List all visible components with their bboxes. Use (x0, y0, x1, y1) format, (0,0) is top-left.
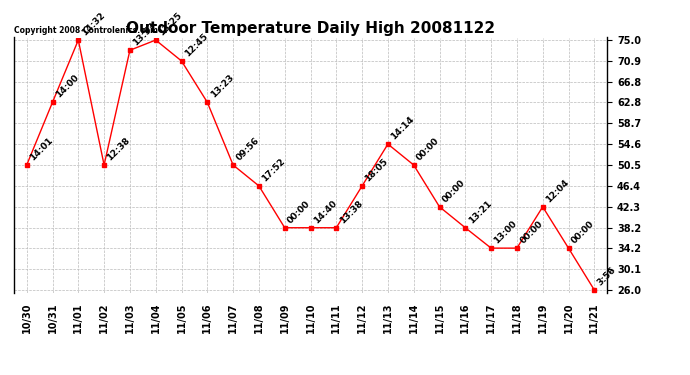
Text: 00:00: 00:00 (441, 178, 467, 204)
Text: 13:23: 13:23 (208, 73, 235, 99)
Text: 13:25: 13:25 (157, 10, 184, 37)
Text: 09:56: 09:56 (235, 136, 261, 162)
Title: Outdoor Temperature Daily High 20081122: Outdoor Temperature Daily High 20081122 (126, 21, 495, 36)
Text: 00:00: 00:00 (570, 219, 596, 245)
Text: 13:38: 13:38 (337, 198, 364, 225)
Text: 12:38: 12:38 (106, 136, 132, 162)
Text: 12:45: 12:45 (183, 32, 210, 58)
Text: 13:53: 13:53 (131, 21, 158, 48)
Text: 14:01: 14:01 (28, 136, 55, 162)
Text: 13:21: 13:21 (466, 198, 493, 225)
Text: 12:04: 12:04 (544, 177, 571, 204)
Text: 14:00: 14:00 (54, 73, 81, 99)
Text: 13:00: 13:00 (493, 219, 519, 245)
Text: 00:00: 00:00 (286, 199, 313, 225)
Text: 14:14: 14:14 (389, 114, 416, 141)
Text: 14:40: 14:40 (312, 198, 339, 225)
Text: 18:05: 18:05 (364, 157, 390, 183)
Text: 00:00: 00:00 (518, 219, 544, 245)
Text: 3:56: 3:56 (595, 265, 618, 287)
Text: Copyright 2008 Controlenics.com: Copyright 2008 Controlenics.com (14, 26, 158, 35)
Text: 14:32: 14:32 (79, 10, 106, 37)
Text: 17:52: 17:52 (260, 156, 287, 183)
Text: 00:00: 00:00 (415, 136, 442, 162)
